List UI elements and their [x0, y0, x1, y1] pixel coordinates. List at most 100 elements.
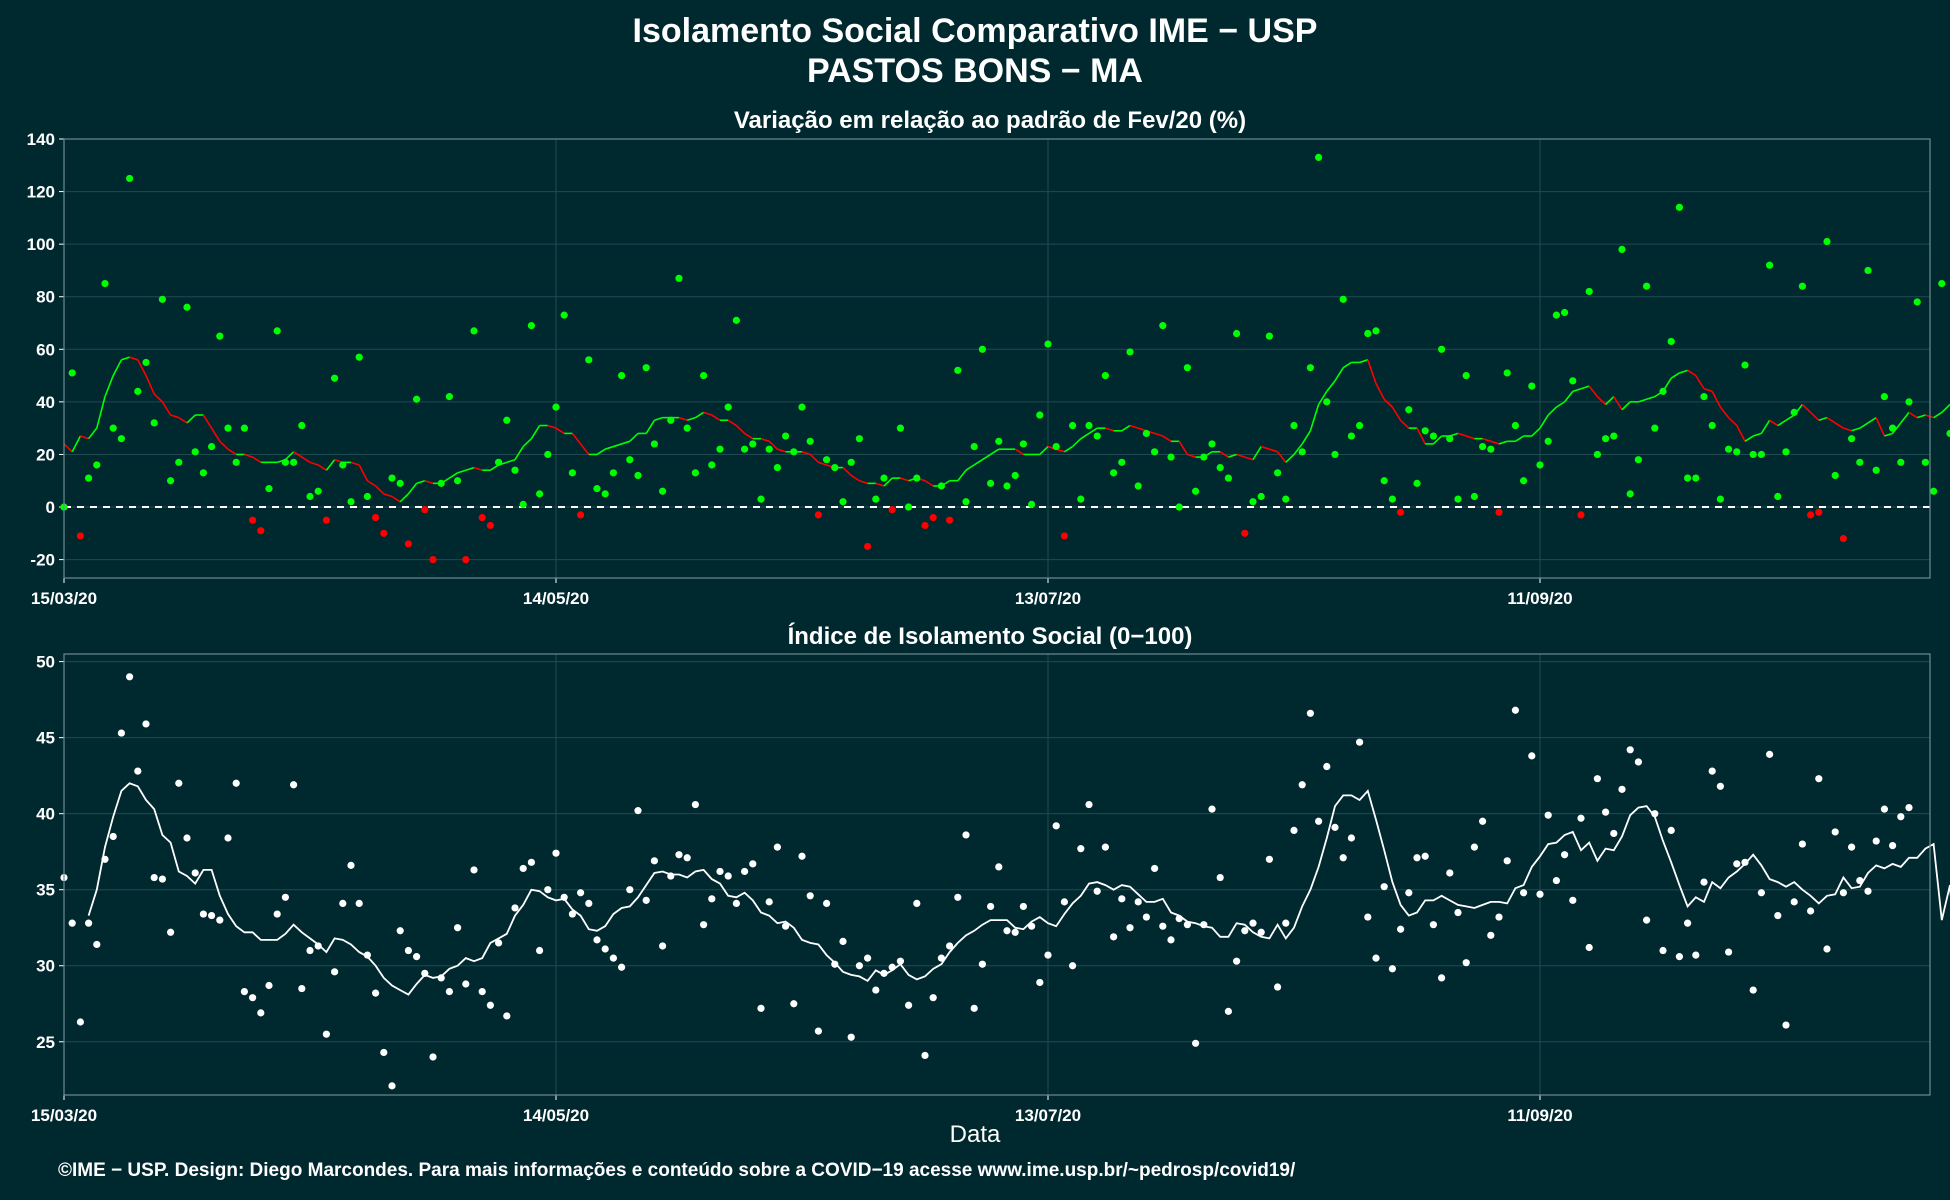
data-point [1749, 450, 1757, 459]
data-point [249, 994, 257, 1002]
data-point [1889, 842, 1897, 850]
x-tick-label: 11/09/20 [1507, 1106, 1572, 1125]
data-point [265, 981, 273, 990]
data-point [199, 469, 207, 477]
data-point [667, 416, 675, 424]
data-point [85, 919, 93, 927]
data-point [1848, 435, 1856, 443]
moving-average-segment [1162, 435, 1172, 442]
data-point [536, 946, 544, 955]
data-point [240, 424, 248, 432]
moving-average-segment [1646, 395, 1656, 401]
y-tick-label: 0 [46, 498, 55, 517]
data-point [1249, 498, 1257, 506]
data-point [790, 1000, 798, 1008]
data-point [577, 511, 585, 519]
data-point [495, 939, 503, 947]
data-point [486, 1001, 494, 1009]
data-point [93, 461, 101, 469]
data-point [1798, 840, 1806, 848]
data-point [1003, 482, 1011, 490]
data-point [1610, 432, 1618, 440]
data-point [872, 986, 880, 994]
moving-average-segment [210, 427, 221, 442]
data-point [1208, 805, 1216, 813]
data-point [1856, 458, 1864, 466]
moving-average-segment [579, 443, 590, 455]
data-point [1741, 361, 1749, 369]
moving-average-segment [1301, 430, 1312, 445]
plot-area-variation [64, 139, 1930, 578]
moving-average-segment [596, 448, 606, 456]
data-point [814, 1027, 823, 1035]
data-point [880, 969, 888, 977]
moving-average-segment [1260, 445, 1270, 450]
data-point [142, 720, 150, 728]
data-point [478, 987, 486, 996]
panel-title-variation: Variação em relação ao padrão de Fev/20 … [734, 107, 1246, 134]
panel-index: Índice de Isolamento Social (0−100) 25 30… [31, 622, 1950, 1125]
x-tick-label: 14/05/20 [523, 589, 589, 608]
moving-average-segment [1178, 440, 1189, 455]
data-point [1561, 308, 1569, 317]
data-point [1331, 450, 1339, 459]
moving-average-segment [1621, 401, 1631, 411]
data-point [273, 910, 281, 918]
moving-average-segment [161, 401, 172, 416]
data-point [1339, 295, 1347, 303]
data-point [1610, 829, 1618, 838]
moving-average-segment [1129, 424, 1139, 429]
data-point [1503, 369, 1511, 377]
data-point [749, 860, 757, 868]
data-point [855, 962, 864, 970]
moving-average-segment [1359, 359, 1369, 364]
data-point [1585, 943, 1593, 952]
data-point [1470, 492, 1478, 501]
data-point [831, 463, 839, 472]
data-point [1397, 925, 1405, 933]
data-point [1101, 371, 1109, 380]
data-point [175, 458, 183, 466]
y-tick-label: 40 [36, 393, 55, 412]
data-point [1356, 421, 1364, 430]
moving-average-segment [1736, 425, 1746, 442]
moving-average-segment [818, 461, 827, 466]
moving-average-segment [1080, 432, 1090, 440]
data-point [1667, 337, 1675, 346]
data-point [76, 1018, 84, 1026]
data-point [1028, 922, 1036, 930]
data-point [1397, 508, 1405, 516]
moving-average-segment [87, 427, 98, 440]
data-point [1495, 913, 1503, 921]
moving-average-segment [1605, 396, 1615, 406]
moving-average-segment [1326, 380, 1336, 392]
moving-average-segment [686, 416, 696, 422]
moving-average-segment [448, 472, 459, 479]
data-point [363, 951, 371, 959]
moving-average-segment [1416, 427, 1426, 445]
data-point [1930, 487, 1938, 495]
data-point [1716, 495, 1724, 503]
data-point [1708, 421, 1716, 430]
moving-average-segment [711, 414, 721, 421]
data-point [1249, 919, 1257, 927]
data-point [1487, 445, 1495, 453]
moving-average-segment [1531, 427, 1541, 437]
moving-average-segment [465, 466, 475, 471]
moving-average-segment [375, 485, 385, 495]
data-point [1807, 907, 1815, 915]
data-point [1790, 898, 1798, 906]
moving-average-segment [1687, 369, 1697, 377]
moving-average-segment [1900, 411, 1910, 424]
data-point [1036, 978, 1044, 987]
data-point [437, 479, 445, 487]
data-point [749, 440, 757, 448]
data-point [486, 521, 494, 530]
y-tick-label: 50 [36, 653, 55, 672]
data-point [913, 474, 921, 482]
data-point [1298, 448, 1306, 456]
data-point [839, 937, 847, 946]
moving-average-segment [1728, 417, 1738, 427]
data-point [1913, 298, 1921, 306]
data-point [1274, 983, 1282, 991]
